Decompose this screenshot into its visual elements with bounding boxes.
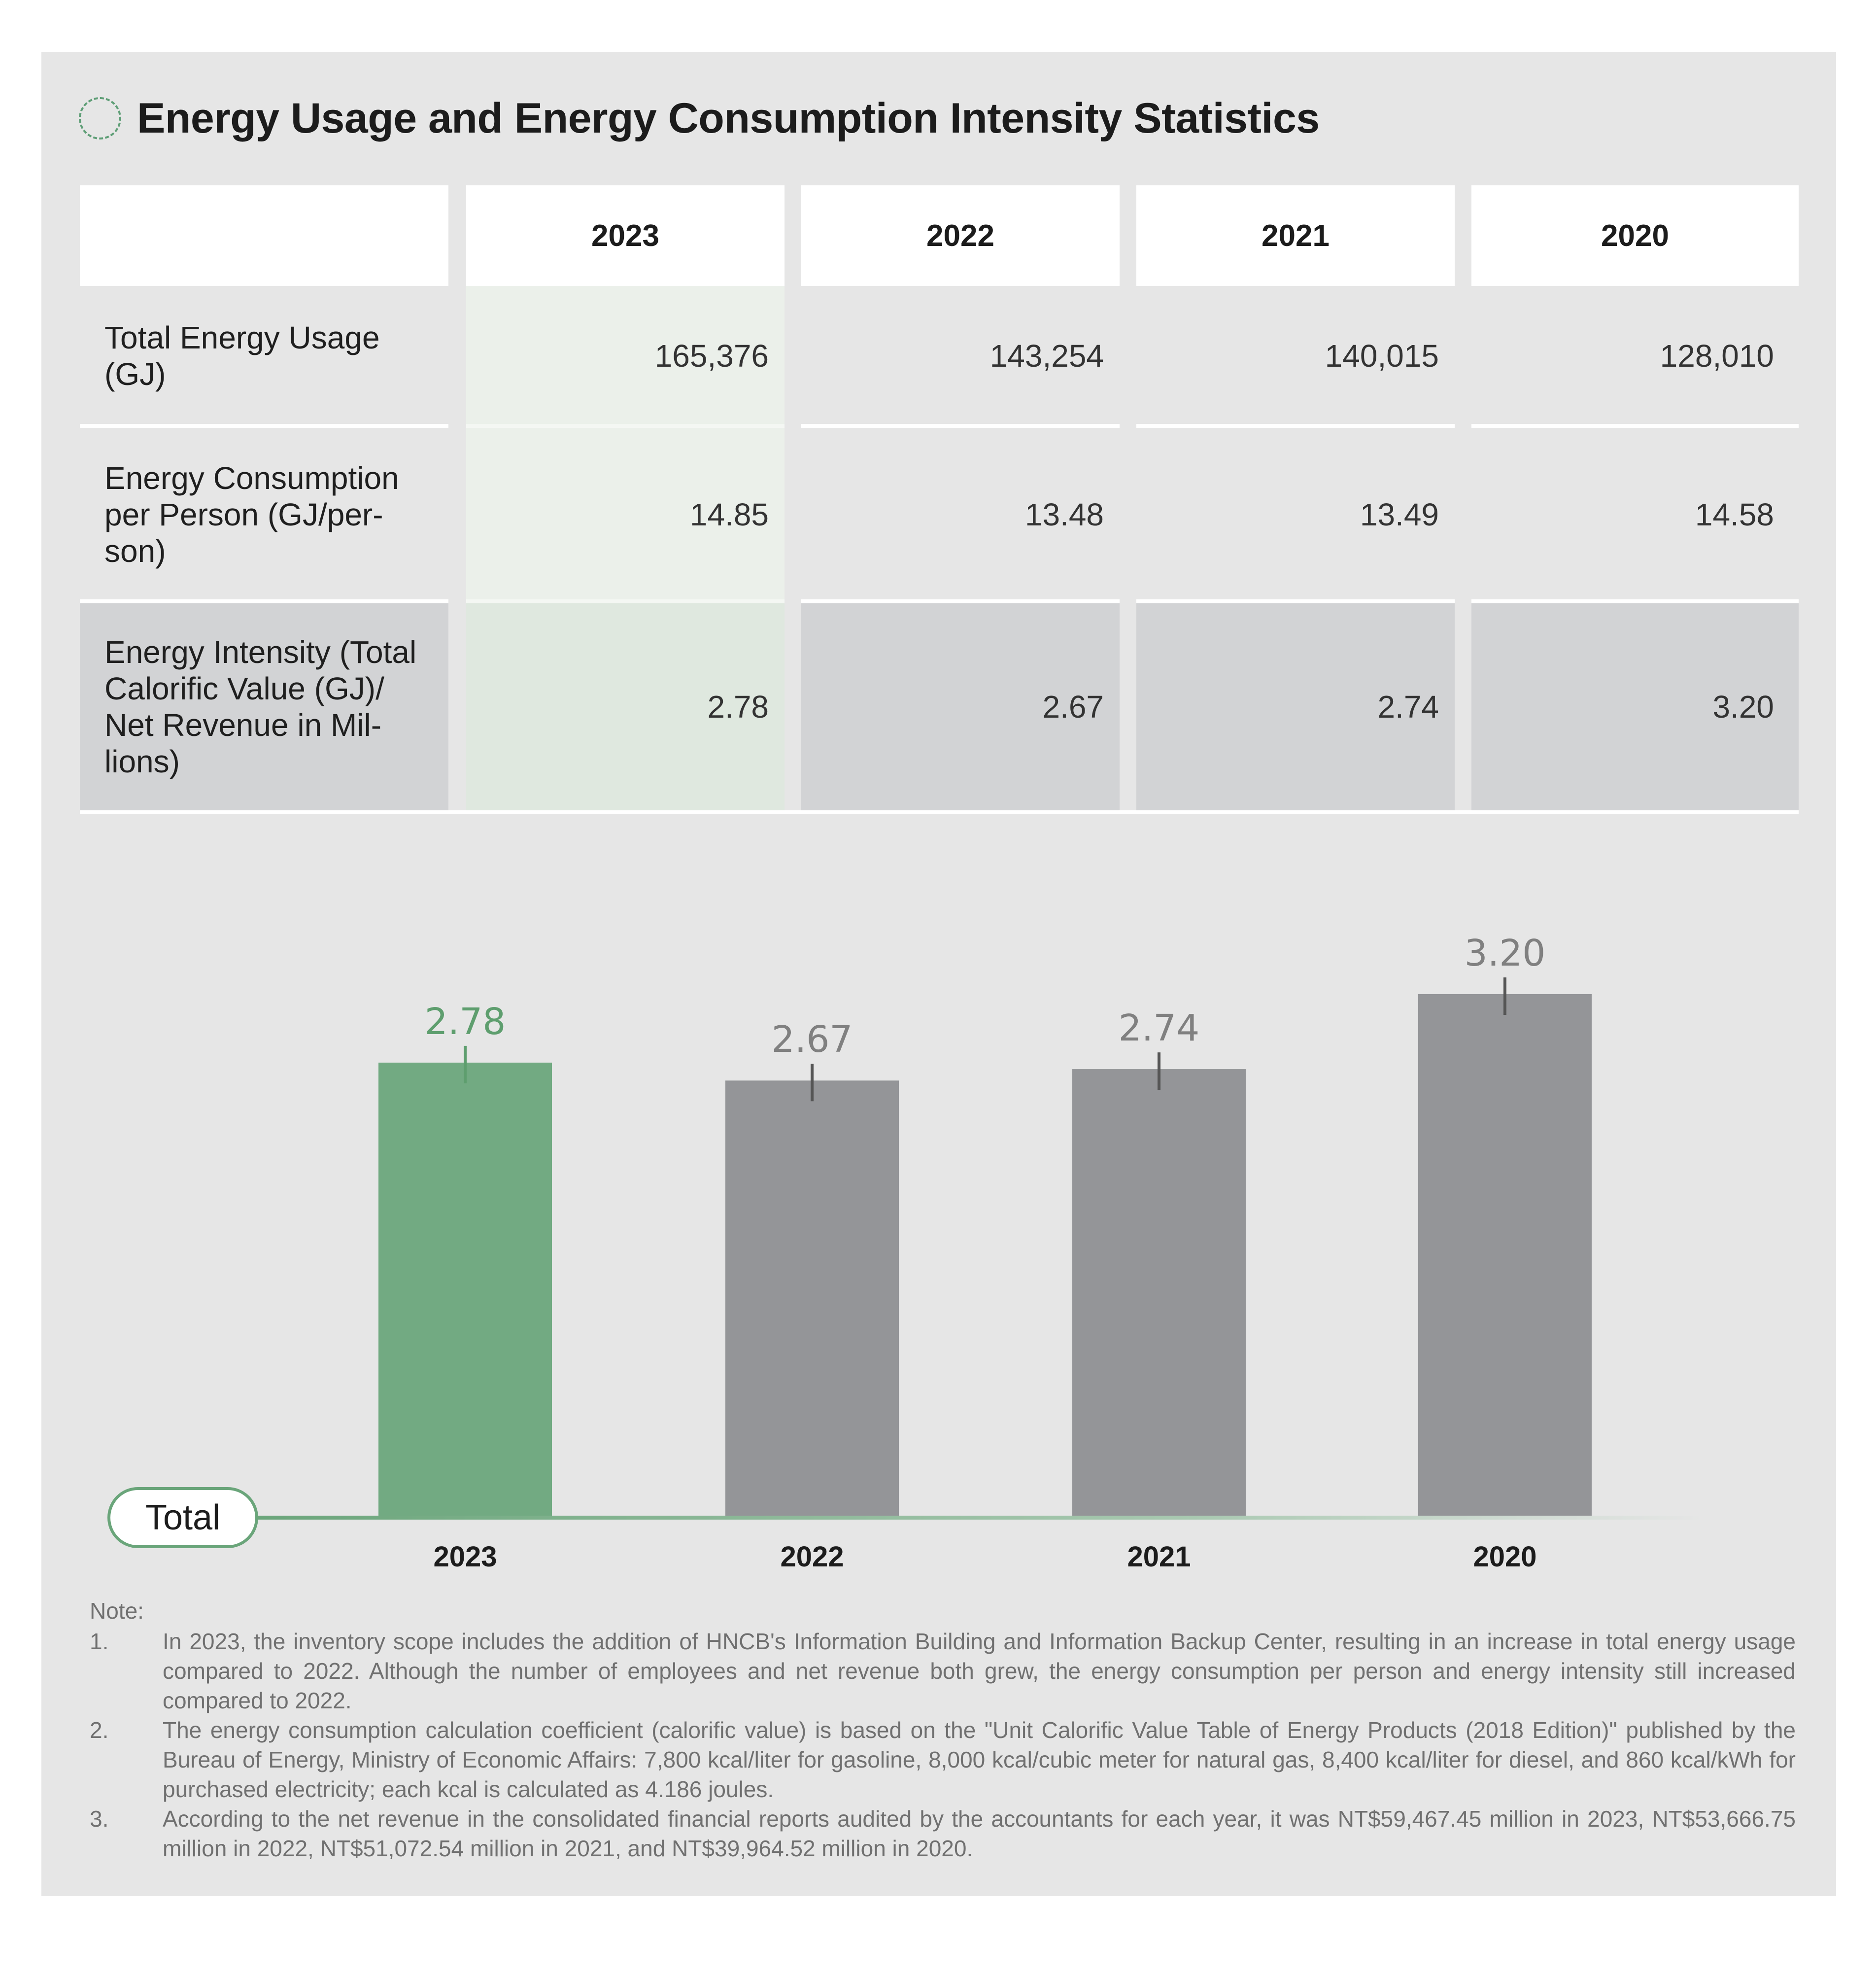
table-cell: 165,376 (466, 286, 785, 426)
row-divider (801, 599, 1120, 603)
row-divider (466, 424, 785, 428)
notes-section: Note: 1. In 2023, the inventory scope in… (90, 1596, 1796, 1863)
table-cell: 128,010 (1660, 338, 1774, 374)
bar-2023 (378, 1062, 552, 1516)
table-cell: 14.85 (466, 428, 785, 601)
content-panel (41, 52, 1836, 1896)
row-divider (466, 599, 785, 603)
row-label-text: Total Energy Usage (GJ) (104, 320, 380, 392)
x-tick-label: 2020 (1473, 1541, 1536, 1573)
row-divider (80, 424, 448, 428)
title-row: Energy Usage and Energy Consumption Inte… (79, 94, 1320, 143)
bar-value-label: 2.67 (772, 1018, 853, 1061)
table-header-2020: 2020 (1471, 185, 1799, 286)
table-cell: 14.58 (1695, 497, 1774, 532)
table-cell: 13.48 (1024, 497, 1104, 532)
table-cell: 2.78 (466, 603, 785, 810)
x-tick-label: 2021 (1127, 1541, 1191, 1573)
note-item: 2. The energy consumption calculation co… (90, 1715, 1796, 1804)
note-item: 3. According to the net revenue in the c… (90, 1804, 1796, 1863)
bar-value-label: 3.20 (1465, 932, 1546, 974)
table-cell: 13.49 (1360, 497, 1439, 532)
bar-2021 (1072, 1069, 1246, 1516)
table-cell: 143,254 (989, 338, 1104, 374)
table-header-blank (80, 185, 448, 286)
circle-icon (79, 97, 121, 139)
bar-2020 (1418, 994, 1592, 1516)
row-label-text: Energy Consumption per Person (GJ/per-so… (104, 460, 399, 569)
note-number: 1. (90, 1629, 109, 1654)
notes-title: Note: (90, 1598, 144, 1624)
table-bottom-rule (80, 810, 1799, 814)
note-text: The energy consumption calculation coeff… (163, 1717, 1796, 1802)
total-label-pill: Total (107, 1487, 258, 1548)
note-text: In 2023, the inventory scope includes th… (163, 1629, 1796, 1713)
row-divider (80, 599, 448, 603)
bar-value-label: 2.74 (1119, 1007, 1200, 1049)
note-text: According to the net revenue in the cons… (163, 1806, 1796, 1861)
note-item: 1. In 2023, the inventory scope includes… (90, 1627, 1796, 1715)
note-number: 3. (90, 1806, 109, 1832)
row-divider (1471, 599, 1799, 603)
note-number: 2. (90, 1717, 109, 1743)
row-label-energy-intensity: Energy Intensity (Total Calorific Value … (80, 603, 448, 810)
table-cell: 2.74 (1136, 603, 1455, 810)
table-header-2023: 2023 (466, 185, 785, 286)
x-tick-label: 2022 (780, 1541, 844, 1573)
chart-baseline (246, 1516, 1705, 1520)
table-header-2021: 2021 (1136, 185, 1455, 286)
row-divider (1136, 424, 1455, 428)
table-header-2022: 2022 (801, 185, 1120, 286)
bar-2022 (725, 1080, 899, 1516)
bar-value-label: 2.78 (425, 1001, 506, 1043)
x-tick-label: 2023 (433, 1541, 497, 1573)
row-divider (1471, 424, 1799, 428)
table-cell: 2.67 (801, 603, 1120, 810)
table-cell: 3.20 (1471, 603, 1799, 810)
row-divider (801, 424, 1120, 428)
row-divider (1136, 599, 1455, 603)
table-cell: 140,015 (1325, 338, 1439, 374)
page-title: Energy Usage and Energy Consumption Inte… (137, 94, 1320, 142)
row-label-text: Energy Intensity (Total Calorific Value … (104, 634, 417, 779)
row-label-total-energy: Total Energy Usage (GJ) (80, 286, 448, 426)
row-label-per-person: Energy Consumption per Person (GJ/per-so… (80, 428, 448, 601)
